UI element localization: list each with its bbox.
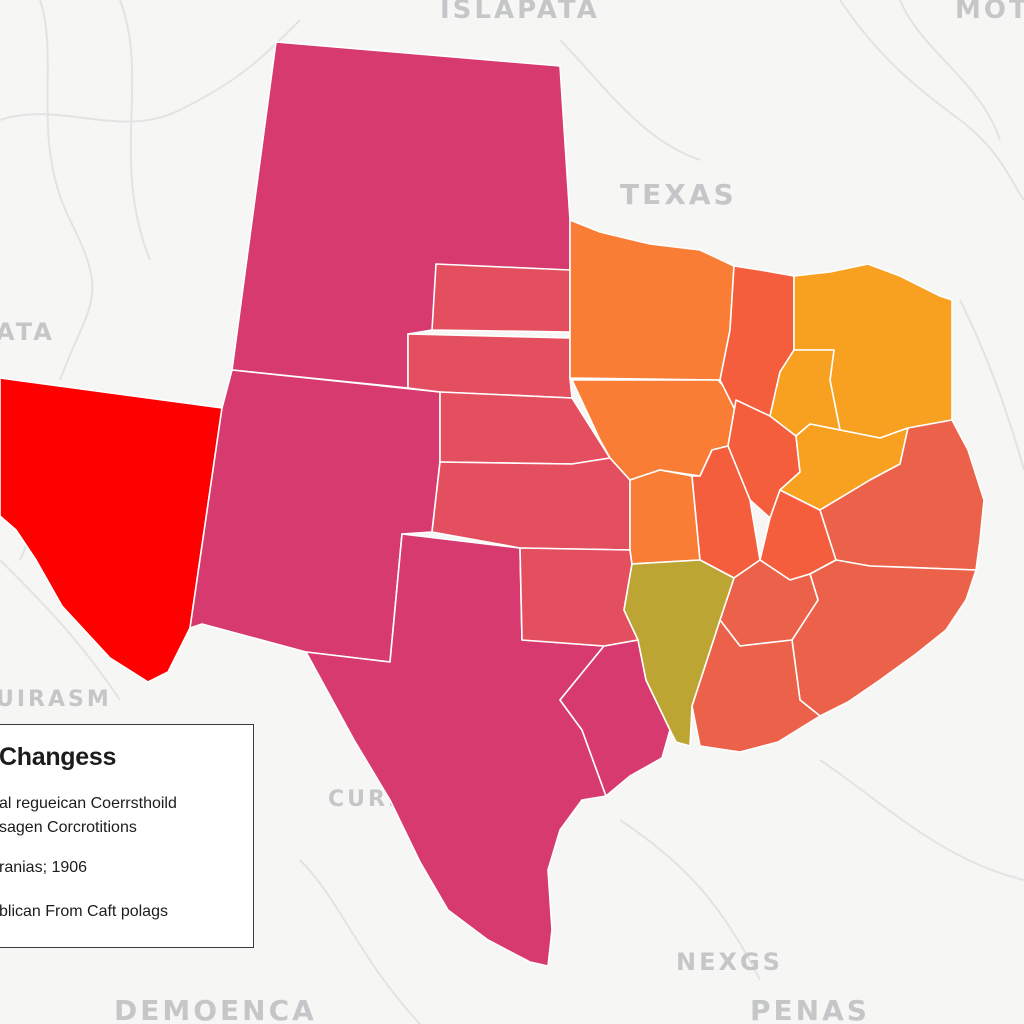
- legend-line-4: blican From Caft polags: [0, 903, 168, 920]
- map-regions: [0, 41, 985, 967]
- legend-line-1: al reguеican Coerrsthoild: [0, 795, 177, 812]
- region-gulf-2: [691, 619, 821, 753]
- region-north-central-3: [629, 469, 701, 565]
- region-southeast: [791, 559, 977, 717]
- region-central-5: [519, 547, 639, 647]
- legend-line-2: sagen Corcrotitions: [0, 819, 137, 836]
- bg-label-penas: PENAS: [750, 994, 870, 1024]
- bg-label-ata: ATA: [0, 318, 55, 346]
- region-central-2: [407, 333, 573, 399]
- region-far-west: [0, 377, 223, 683]
- legend-line-3: ranias; 1906: [0, 859, 88, 876]
- bg-label-islapata: ISLAPATA: [440, 0, 600, 25]
- bg-label-uirasm: UIRASM: [0, 687, 112, 712]
- region-central-4: [431, 457, 631, 551]
- map-legend: Changess al reguеican Coerrsthoild sagen…: [0, 724, 254, 948]
- bg-label-moti: MOTI: [955, 0, 1024, 25]
- bg-label-demoenca: DEMOENCA: [114, 994, 317, 1024]
- region-hill-country: [623, 559, 735, 747]
- legend-title: Changess: [0, 743, 117, 771]
- region-north-central-1: [569, 219, 735, 381]
- region-central-1: [431, 263, 571, 333]
- bg-label-texas: TEXAS: [620, 178, 737, 211]
- bg-label-nexgs: NEXGS: [676, 948, 783, 976]
